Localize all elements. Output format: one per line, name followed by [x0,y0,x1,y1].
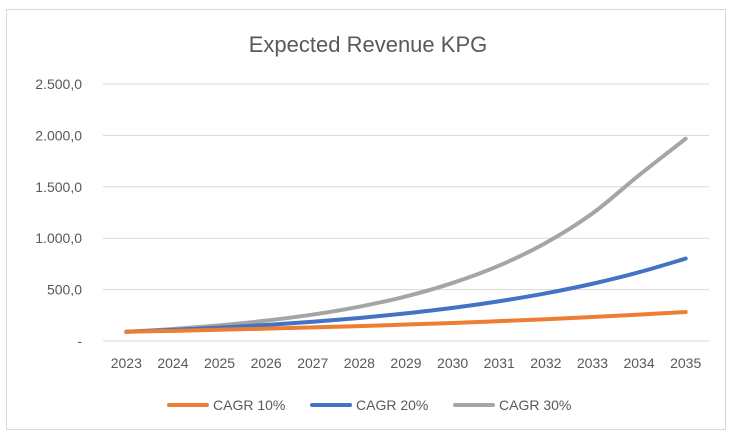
y-tick-label: 1.000,0 [35,230,82,246]
legend-label-cagr-30: CAGR 30% [499,397,571,413]
x-tick-label: 2035 [670,355,701,371]
legend-label-cagr-10: CAGR 10% [213,397,285,413]
series-line-cagr-20 [124,256,688,334]
x-tick-label: 2026 [251,355,282,371]
y-tick-label: - [77,333,82,349]
y-axis-tick-labels: - 500,0 1.000,0 1.500,0 2.000,0 2.500,0 [35,76,82,349]
series-line-cagr-10 [124,310,688,334]
chart-frame: Expected Revenue KPG - 500,0 1.000,0 1.500,… [6,9,726,430]
x-tick-label: 2029 [390,355,421,371]
x-tick-label: 2034 [623,355,654,371]
x-tick-label: 2028 [344,355,375,371]
chart-title: Expected Revenue KPG [249,32,487,57]
x-tick-label: 2031 [484,355,515,371]
x-axis-tick-labels: 2023 2024 2025 2026 2027 2028 2029 2030 2031 2032… [111,355,702,371]
x-tick-label: 2025 [204,355,235,371]
x-tick-label: 2027 [297,355,328,371]
legend-label-cagr-20: CAGR 20% [356,397,428,413]
y-tick-label: 1.500,0 [35,179,82,195]
x-tick-label: 2032 [530,355,561,371]
y-tick-label: 2.500,0 [35,76,82,92]
y-tick-label: 2.000,0 [35,127,82,143]
x-tick-label: 2024 [157,355,188,371]
line-chart: Expected Revenue KPG - 500,0 1.000,0 1.500,… [35,32,709,413]
y-tick-label: 500,0 [47,282,82,298]
series-lines [124,136,688,334]
series-line-cagr-30 [124,136,688,334]
gridlines [103,83,709,342]
x-tick-label: 2030 [437,355,468,371]
legend: CAGR 10% CAGR 20% CAGR 30% [167,397,571,413]
x-tick-label: 2023 [111,355,142,371]
x-tick-label: 2033 [577,355,608,371]
